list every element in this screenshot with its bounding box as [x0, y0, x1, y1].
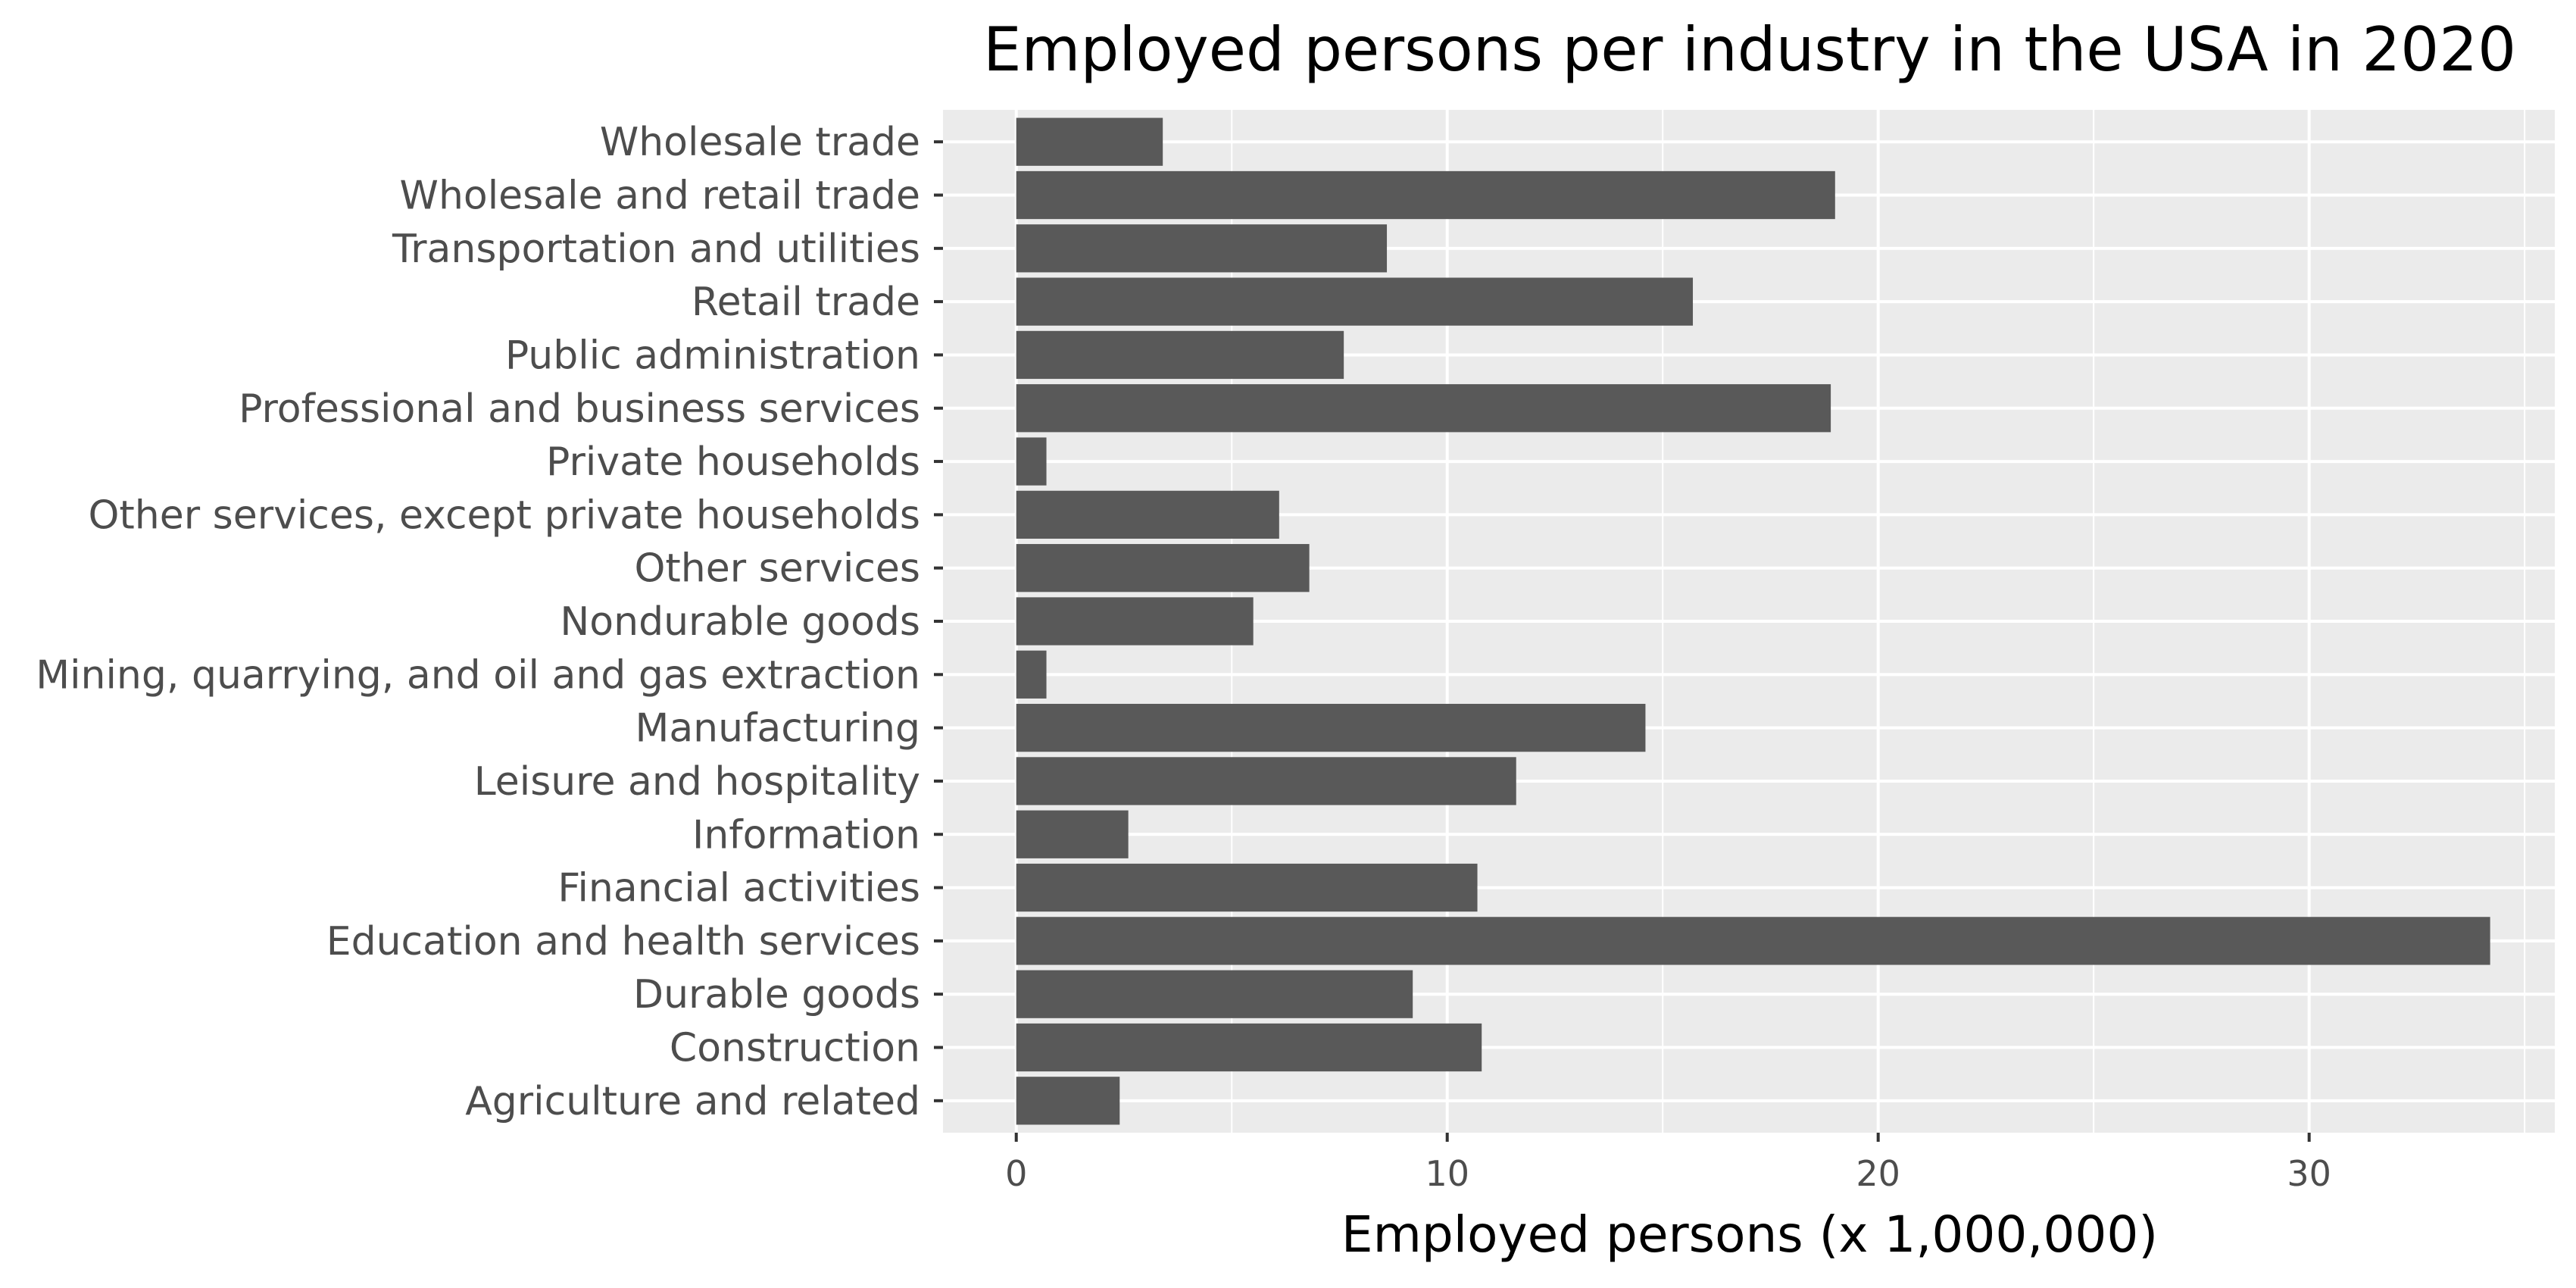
bar — [1016, 757, 1516, 805]
bar — [1016, 224, 1388, 273]
y-tick-label: Retail trade — [692, 280, 920, 325]
y-tick-label: Durable goods — [633, 972, 920, 1018]
y-tick-label: Manufacturing — [635, 706, 920, 752]
bar — [1016, 1077, 1120, 1125]
y-tick-label: Private households — [546, 439, 920, 485]
y-tick-label: Construction — [670, 1026, 920, 1071]
bar — [1016, 170, 1835, 220]
y-tick-label: Mining, quarrying, and oil and gas extra… — [36, 652, 920, 698]
x-axis-title: Employed persons (x 1,000,000) — [1341, 1205, 2158, 1264]
bar — [1016, 277, 1694, 326]
bar — [1016, 597, 1254, 646]
bar — [1016, 650, 1047, 699]
bar — [1016, 917, 2490, 965]
bar — [1016, 810, 1129, 858]
y-tick-label: Transportation and utilities — [392, 227, 920, 272]
x-tick-label: 20 — [1856, 1153, 1900, 1194]
bar — [1016, 544, 1310, 592]
y-tick-label: Public administration — [505, 333, 920, 378]
bar — [1016, 437, 1047, 486]
y-tick-label: Wholesale and retail trade — [400, 174, 920, 219]
bar — [1016, 490, 1279, 539]
y-tick-label: Agriculture and related — [465, 1079, 920, 1124]
chart-title: Employed persons per industry in the USA… — [983, 14, 2516, 85]
bars — [1016, 117, 2490, 1125]
y-tick-label: Other services, except private household… — [88, 492, 920, 538]
x-tick-label: 30 — [2287, 1153, 2331, 1194]
x-tick-label: 0 — [1005, 1153, 1027, 1194]
y-tick-label: Professional and business services — [239, 386, 920, 432]
value-axis: 0 10 20 30 — [1005, 1133, 2331, 1194]
x-tick-label: 10 — [1425, 1153, 1469, 1194]
y-tick-label: Nondurable goods — [560, 599, 920, 645]
y-tick-label: Leisure and hospitality — [474, 759, 920, 805]
bar — [1016, 384, 1831, 433]
bar — [1016, 1023, 1482, 1072]
bar — [1016, 970, 1413, 1018]
y-tick-label: Other services — [634, 546, 920, 592]
y-tick-label: Wholesale trade — [600, 120, 920, 165]
bar — [1016, 863, 1478, 912]
bar — [1016, 330, 1344, 380]
y-tick-label: Financial activities — [557, 866, 920, 911]
category-axis: Wholesale trade Wholesale and retail trad… — [36, 120, 943, 1124]
y-tick-label: Education and health services — [326, 919, 920, 964]
y-tick-label: Information — [692, 812, 920, 858]
bar — [1016, 117, 1163, 166]
bar — [1016, 703, 1646, 752]
